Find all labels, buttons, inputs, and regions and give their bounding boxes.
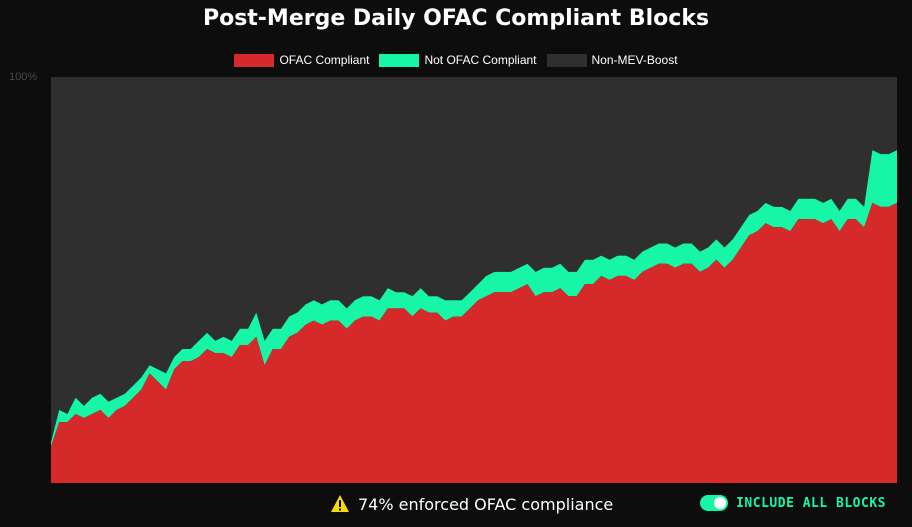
legend: OFAC Compliant Not OFAC Compliant Non-ME… xyxy=(0,53,912,67)
include-all-blocks-control[interactable]: INCLUDE ALL BLOCKS xyxy=(700,495,886,511)
legend-item-ofac-compliant[interactable]: OFAC Compliant xyxy=(234,53,369,67)
y-tick-label-100: 100% xyxy=(9,71,38,83)
toggle-knob xyxy=(714,497,727,509)
compliance-note: 74% enforced OFAC compliance xyxy=(330,494,613,514)
include-all-blocks-label[interactable]: INCLUDE ALL BLOCKS xyxy=(736,495,886,511)
include-all-blocks-toggle[interactable] xyxy=(700,495,729,511)
chart-title: Post-Merge Daily OFAC Compliant Blocks xyxy=(202,6,710,31)
warning-icon xyxy=(331,495,349,512)
legend-item-not-ofac-compliant[interactable]: Not OFAC Compliant xyxy=(379,53,537,67)
series-area-not-ofac-compliant xyxy=(51,150,897,447)
legend-swatch-ofac-compliant xyxy=(234,53,275,67)
legend-label-ofac-compliant: OFAC Compliant xyxy=(279,53,370,67)
legend-item-non-mev-boost[interactable]: Non-MEV-Boost xyxy=(546,53,678,67)
series-area-ofac-compliant xyxy=(51,202,897,483)
compliance-note-text: 74% enforced OFAC compliance xyxy=(358,494,614,514)
legend-label-not-ofac-compliant: Not OFAC Compliant xyxy=(424,53,537,67)
legend-label-non-mev-boost: Non-MEV-Boost xyxy=(591,53,678,67)
legend-swatch-non-mev-boost xyxy=(546,53,587,67)
series-area-non-mev-boost xyxy=(51,77,897,443)
legend-swatch-not-ofac-compliant xyxy=(379,53,420,67)
